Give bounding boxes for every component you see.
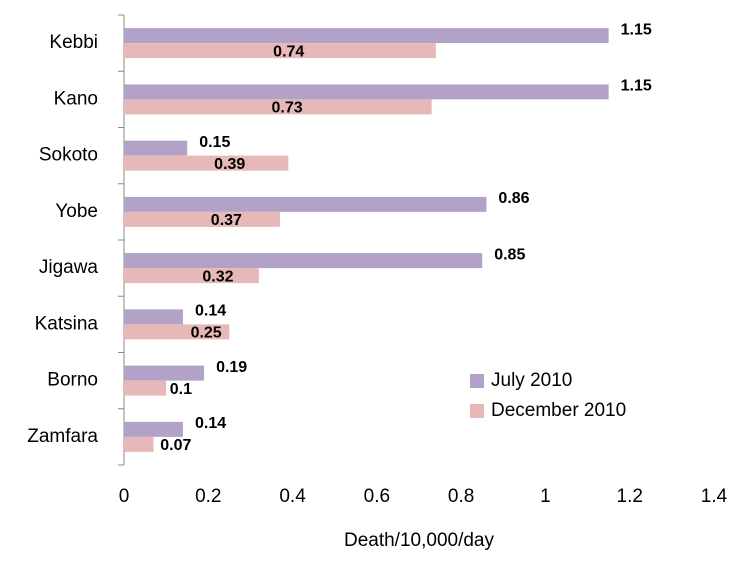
bar	[124, 365, 205, 381]
x-tick-label: 1.2	[617, 486, 643, 507]
y-tick-label: Zamfara	[27, 426, 98, 447]
bar	[124, 211, 280, 227]
x-tick-label: 1	[540, 486, 551, 507]
x-tick-label: 0.4	[279, 486, 306, 507]
value-label: 0.85	[494, 246, 525, 263]
x-tick-label: 0.6	[364, 486, 390, 507]
bar	[124, 99, 432, 115]
x-tick-label: 1.4	[701, 486, 728, 507]
y-tick-label: Yobe	[55, 201, 98, 222]
bar	[124, 84, 609, 100]
value-label: 0.32	[202, 268, 233, 285]
value-label: 0.37	[211, 212, 242, 229]
bar	[124, 253, 483, 269]
value-label: 0.39	[214, 156, 245, 173]
value-label: 0.14	[195, 415, 226, 432]
y-tick-label: Katsina	[35, 313, 99, 334]
y-tick-label: Jigawa	[39, 257, 99, 278]
y-tick-label: Kano	[54, 88, 98, 109]
x-tick-label: 0	[119, 486, 130, 507]
value-label: 0.14	[195, 303, 226, 320]
bar	[124, 43, 436, 59]
value-label: 0.74	[273, 43, 304, 60]
value-label: 0.1	[170, 381, 192, 398]
bar	[124, 140, 188, 156]
legend-swatch	[470, 404, 484, 418]
bar	[124, 436, 154, 452]
value-label: 0.15	[199, 134, 230, 151]
value-label: 1.15	[621, 78, 652, 95]
y-tick-label: Kebbi	[49, 32, 98, 53]
value-label: 1.15	[621, 21, 652, 38]
value-label: 0.19	[216, 359, 247, 376]
legend-swatch	[470, 374, 484, 388]
legend-label: December 2010	[491, 400, 626, 421]
bar	[124, 268, 259, 284]
value-label: 0.73	[271, 100, 302, 117]
value-label: 0.86	[498, 190, 529, 207]
bar	[124, 324, 230, 340]
x-tick-label: 0.2	[195, 486, 221, 507]
y-tick-label: Sokoto	[39, 145, 98, 166]
bar	[124, 155, 289, 171]
bar	[124, 196, 487, 212]
x-tick-label: 0.8	[448, 486, 474, 507]
y-tick-label: Borno	[47, 370, 98, 391]
x-axis-label: Death/10,000/day	[344, 530, 495, 551]
value-label: 0.07	[160, 437, 191, 454]
value-label: 0.25	[191, 325, 222, 342]
bar	[124, 28, 609, 44]
bar	[124, 380, 167, 396]
bar	[124, 421, 183, 437]
bar	[124, 309, 183, 325]
legend-label: July 2010	[491, 370, 572, 391]
